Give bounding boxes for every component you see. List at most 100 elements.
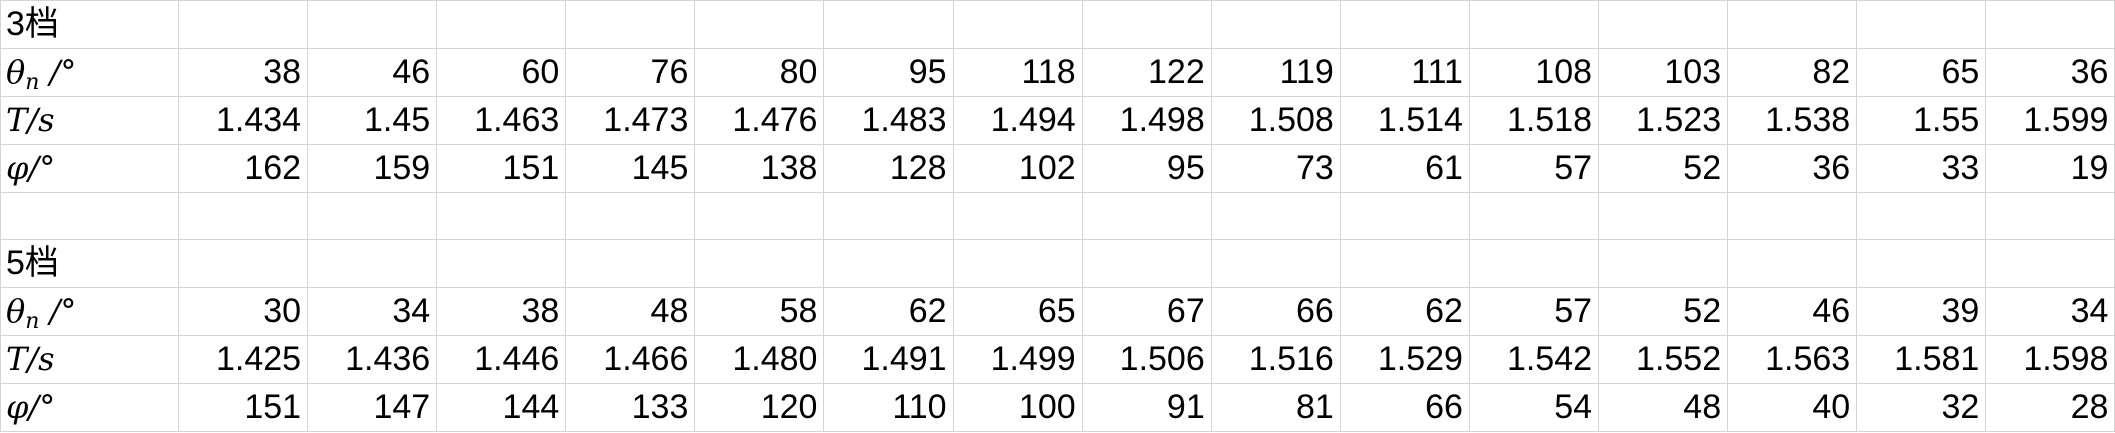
- empty-cell[interactable]: [1468, 239, 1600, 288]
- value-cell[interactable]: 62: [1339, 287, 1470, 336]
- empty-cell[interactable]: [694, 192, 825, 240]
- value-cell[interactable]: 1.473: [565, 96, 696, 145]
- value-cell[interactable]: 91: [1081, 383, 1212, 432]
- empty-cell[interactable]: [1598, 0, 1729, 49]
- empty-cell[interactable]: [1210, 239, 1341, 288]
- value-cell[interactable]: 122: [1081, 48, 1212, 97]
- value-cell[interactable]: 46: [1727, 287, 1858, 336]
- row-label-cell[interactable]: T/s: [0, 96, 179, 145]
- empty-cell[interactable]: [177, 0, 309, 49]
- value-cell[interactable]: 120: [694, 383, 825, 432]
- empty-cell[interactable]: [436, 0, 567, 49]
- value-cell[interactable]: 1.425: [177, 335, 309, 384]
- empty-cell[interactable]: [1081, 0, 1212, 49]
- value-cell[interactable]: 1.599: [1985, 96, 2115, 145]
- value-cell[interactable]: 103: [1598, 48, 1729, 97]
- empty-cell[interactable]: [1081, 192, 1212, 240]
- value-cell[interactable]: 151: [177, 383, 309, 432]
- value-cell[interactable]: 32: [1856, 383, 1987, 432]
- empty-cell[interactable]: [565, 239, 696, 288]
- value-cell[interactable]: 110: [823, 383, 954, 432]
- value-cell[interactable]: 39: [1856, 287, 1987, 336]
- value-cell[interactable]: 36: [1727, 144, 1858, 193]
- value-cell[interactable]: 1.598: [1985, 335, 2115, 384]
- value-cell[interactable]: 1.498: [1081, 96, 1212, 145]
- value-cell[interactable]: 65: [952, 287, 1083, 336]
- value-cell[interactable]: 81: [1210, 383, 1341, 432]
- empty-cell[interactable]: [1856, 239, 1987, 288]
- value-cell[interactable]: 95: [823, 48, 954, 97]
- value-cell[interactable]: 1.45: [307, 96, 438, 145]
- row-label-cell[interactable]: θn /°: [0, 287, 179, 336]
- empty-cell[interactable]: [823, 239, 954, 288]
- value-cell[interactable]: 1.563: [1727, 335, 1858, 384]
- empty-cell[interactable]: [1727, 239, 1858, 288]
- value-cell[interactable]: 144: [436, 383, 567, 432]
- section-title-cell[interactable]: 5档: [0, 239, 179, 288]
- value-cell[interactable]: 1.499: [952, 335, 1083, 384]
- value-cell[interactable]: 60: [436, 48, 567, 97]
- value-cell[interactable]: 1.516: [1210, 335, 1341, 384]
- value-cell[interactable]: 28: [1985, 383, 2115, 432]
- value-cell[interactable]: 1.581: [1856, 335, 1987, 384]
- empty-cell[interactable]: [1339, 0, 1470, 49]
- empty-cell[interactable]: [565, 192, 696, 240]
- empty-cell[interactable]: [1985, 239, 2115, 288]
- value-cell[interactable]: 62: [823, 287, 954, 336]
- value-cell[interactable]: 57: [1468, 287, 1600, 336]
- value-cell[interactable]: 40: [1727, 383, 1858, 432]
- value-cell[interactable]: 1.514: [1339, 96, 1470, 145]
- value-cell[interactable]: 61: [1339, 144, 1470, 193]
- empty-cell[interactable]: [307, 192, 438, 240]
- value-cell[interactable]: 1.552: [1598, 335, 1729, 384]
- value-cell[interactable]: 147: [307, 383, 438, 432]
- value-cell[interactable]: 33: [1856, 144, 1987, 193]
- value-cell[interactable]: 73: [1210, 144, 1341, 193]
- value-cell[interactable]: 1.446: [436, 335, 567, 384]
- value-cell[interactable]: 36: [1985, 48, 2115, 97]
- empty-cell[interactable]: [0, 192, 179, 240]
- value-cell[interactable]: 1.434: [177, 96, 309, 145]
- value-cell[interactable]: 1.494: [952, 96, 1083, 145]
- value-cell[interactable]: 48: [1598, 383, 1729, 432]
- value-cell[interactable]: 100: [952, 383, 1083, 432]
- value-cell[interactable]: 1.529: [1339, 335, 1470, 384]
- value-cell[interactable]: 162: [177, 144, 309, 193]
- value-cell[interactable]: 1.463: [436, 96, 567, 145]
- value-cell[interactable]: 54: [1468, 383, 1600, 432]
- value-cell[interactable]: 145: [565, 144, 696, 193]
- value-cell[interactable]: 67: [1081, 287, 1212, 336]
- value-cell[interactable]: 48: [565, 287, 696, 336]
- value-cell[interactable]: 1.523: [1598, 96, 1729, 145]
- empty-cell[interactable]: [565, 0, 696, 49]
- empty-cell[interactable]: [823, 0, 954, 49]
- value-cell[interactable]: 1.518: [1468, 96, 1600, 145]
- value-cell[interactable]: 66: [1210, 287, 1341, 336]
- value-cell[interactable]: 46: [307, 48, 438, 97]
- row-label-cell[interactable]: θn /°: [0, 48, 179, 97]
- value-cell[interactable]: 159: [307, 144, 438, 193]
- section-title-cell[interactable]: 3档: [0, 0, 179, 49]
- empty-cell[interactable]: [1081, 239, 1212, 288]
- empty-cell[interactable]: [1985, 192, 2115, 240]
- empty-cell[interactable]: [177, 192, 309, 240]
- empty-cell[interactable]: [694, 0, 825, 49]
- value-cell[interactable]: 66: [1339, 383, 1470, 432]
- value-cell[interactable]: 1.476: [694, 96, 825, 145]
- empty-cell[interactable]: [177, 239, 309, 288]
- value-cell[interactable]: 1.538: [1727, 96, 1858, 145]
- empty-cell[interactable]: [1598, 192, 1729, 240]
- row-label-cell[interactable]: φ/°: [0, 383, 179, 432]
- value-cell[interactable]: 1.436: [307, 335, 438, 384]
- value-cell[interactable]: 102: [952, 144, 1083, 193]
- empty-cell[interactable]: [1598, 239, 1729, 288]
- value-cell[interactable]: 1.508: [1210, 96, 1341, 145]
- empty-cell[interactable]: [1339, 192, 1470, 240]
- value-cell[interactable]: 133: [565, 383, 696, 432]
- value-cell[interactable]: 57: [1468, 144, 1600, 193]
- value-cell[interactable]: 19: [1985, 144, 2115, 193]
- empty-cell[interactable]: [436, 239, 567, 288]
- value-cell[interactable]: 118: [952, 48, 1083, 97]
- value-cell[interactable]: 52: [1598, 144, 1729, 193]
- value-cell[interactable]: 1.483: [823, 96, 954, 145]
